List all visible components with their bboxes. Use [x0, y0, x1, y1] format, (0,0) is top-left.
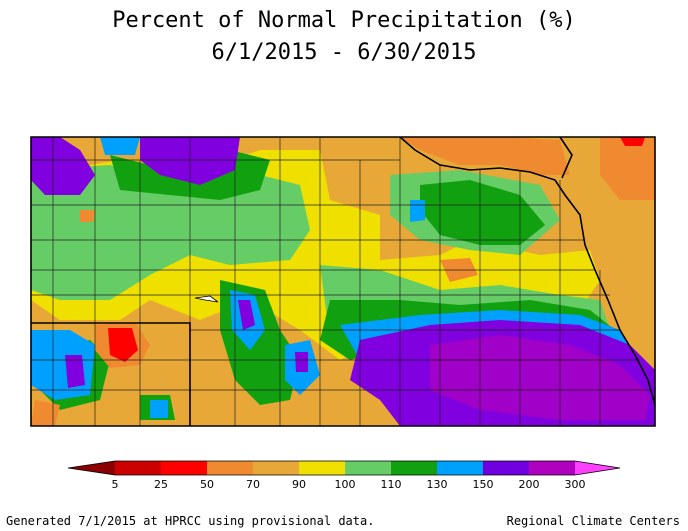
legend-tick-label: 130: [427, 478, 448, 491]
legend-swatch-2: [161, 461, 207, 475]
legend-swatch-5: [299, 461, 345, 475]
county-boundaries: [31, 137, 650, 426]
map-title: Percent of Normal Precipitation (%): [112, 8, 576, 33]
legend-tick-label: 70: [246, 478, 260, 491]
legend-swatch-3: [207, 461, 253, 475]
legend-tick-label: 5: [112, 478, 119, 491]
legend-swatch-4: [253, 461, 299, 475]
legend-tick-label: 300: [565, 478, 586, 491]
legend-swatch-10: [529, 461, 575, 475]
legend-swatch-9: [483, 461, 529, 475]
legend-swatch-6: [345, 461, 391, 475]
legend-tick-label: 25: [154, 478, 168, 491]
legend-tick-label: 90: [292, 478, 306, 491]
legend: 5 25 50 70 90 100 110 130 150 200 300: [67, 460, 621, 491]
legend-tick-label: 100: [335, 478, 356, 491]
legend-swatch-0: [68, 461, 115, 475]
legend-swatch-7: [391, 461, 437, 475]
precip-shading: [31, 137, 655, 426]
legend-swatch-8: [437, 461, 483, 475]
legend-swatch-11: [575, 461, 620, 475]
legend-tick-label: 150: [473, 478, 494, 491]
legend-tick-label: 50: [200, 478, 214, 491]
state-border: [30, 136, 656, 427]
legend-tick-label: 200: [519, 478, 540, 491]
map-subtitle: 6/1/2015 - 6/30/2015: [211, 40, 477, 65]
footer-generated-note: Generated 7/1/2015 at HPRCC using provis…: [6, 514, 375, 528]
legend-tick-label: 110: [381, 478, 402, 491]
footer-source: Regional Climate Centers: [506, 514, 680, 528]
legend-swatch-1: [115, 461, 161, 475]
